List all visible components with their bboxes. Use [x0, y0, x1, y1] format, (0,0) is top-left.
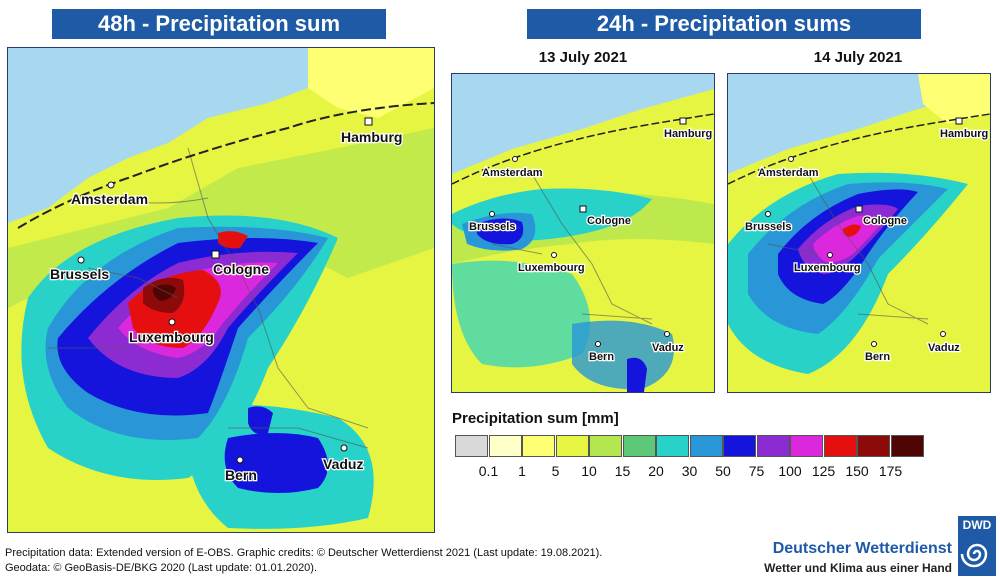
city-marker-amsterdam: Amsterdam [70, 181, 149, 208]
legend-swatch [622, 435, 656, 457]
city-label-luxembourg-13: Luxembourg [518, 262, 585, 274]
footer-credits: Precipitation data: Extended version of … [5, 547, 603, 559]
city-label-amsterdam-13: Amsterdam [482, 167, 543, 179]
city-label-bern: Bern [225, 467, 257, 483]
legend-swatch [857, 435, 890, 457]
legend-swatch [823, 435, 857, 457]
city-marker-luxembourg: Luxembourg [128, 318, 215, 346]
legend-tick-label: 150 [845, 463, 869, 479]
legend-tick-label: 5 [551, 463, 560, 479]
date-label-14-july: 14 July 2021 [813, 49, 903, 66]
city-label-vaduz: Vaduz [323, 456, 363, 472]
legend-swatch [790, 435, 823, 457]
city-label-hamburg-13: Hamburg [664, 128, 712, 140]
legend-swatch [522, 435, 555, 457]
footer-geodata: Geodata: © GeoBasis-DE/BKG 2020 (Last up… [5, 562, 318, 574]
legend-tick-label: 15 [614, 463, 631, 479]
dwd-slogan: Wetter und Klima aus einer Hand [764, 561, 952, 575]
right-panel-title: 24h - Precipitation sums [527, 9, 921, 39]
legend-swatch [723, 435, 756, 457]
legend-tick-label: 0.1 [478, 463, 499, 479]
city-marker-hamburg: Hamburg [340, 117, 404, 146]
city-label-vaduz-14: Vaduz [928, 342, 960, 354]
city-label-brussels-13: Brussels [469, 221, 515, 233]
legend-tick-label: 20 [648, 463, 664, 479]
city-label-hamburg: Hamburg [341, 129, 402, 145]
legend-swatch [656, 435, 689, 457]
dwd-logo: DWD [958, 516, 996, 576]
legend-tick-label: 30 [681, 463, 698, 479]
legend-swatch [555, 435, 589, 457]
city-label-bern-14: Bern [865, 351, 890, 363]
legend-tick-label: 50 [715, 463, 731, 479]
city-label-brussels-14: Brussels [745, 221, 791, 233]
date-label-13-july: 13 July 2021 [538, 49, 628, 66]
city-label-hamburg-14: Hamburg [940, 128, 988, 140]
legend-swatch [589, 435, 622, 457]
legend-tick-label: 125 [811, 463, 836, 479]
city-label-brussels: Brussels [50, 266, 109, 282]
legend-tick-label: 100 [778, 463, 802, 479]
city-label-amsterdam-14: Amsterdam [758, 167, 819, 179]
city-label-vaduz-13: Vaduz [652, 342, 684, 354]
map-14-july: Hamburg Amsterdam Brussels Cologne Luxem… [727, 73, 991, 393]
city-label-luxembourg-14: Luxembourg [794, 262, 861, 274]
city-label-bern-13: Bern [589, 351, 614, 363]
legend-tick-label: 75 [748, 463, 765, 479]
map-13-july: Hamburg Amsterdam Brussels Cologne Luxem… [451, 73, 715, 393]
city-label-cologne-13: Cologne [587, 215, 631, 227]
city-label-cologne: Cologne [213, 261, 269, 277]
legend-swatch [488, 435, 522, 457]
legend-tick-label: 175 [878, 463, 903, 479]
city-marker-brussels: Brussels [49, 256, 111, 283]
dwd-logo-text: DWD [962, 518, 992, 532]
city-marker-cologne: Cologne [211, 250, 270, 278]
map-48h: Hamburg Amsterdam Brussels Cologne Luxem… [7, 47, 435, 533]
dwd-name: Deutscher Wetterdienst [772, 540, 952, 557]
legend-swatch [455, 435, 488, 457]
city-marker-vaduz: Vaduz [322, 444, 365, 473]
legend-tick-label: 1 [518, 463, 526, 479]
city-marker-bern: Bern [224, 456, 258, 484]
legend-swatch [890, 435, 924, 457]
city-label-amsterdam: Amsterdam [71, 191, 148, 207]
city-label-cologne-14: Cologne [863, 215, 907, 227]
legend-swatch [756, 435, 790, 457]
legend-tick-label: 10 [581, 463, 597, 479]
legend-swatch [689, 435, 723, 457]
city-label-luxembourg: Luxembourg [129, 329, 214, 345]
swirl-icon [960, 543, 988, 568]
legend-title: Precipitation sum [mm] [452, 410, 619, 427]
left-panel-title: 48h - Precipitation sum [52, 9, 386, 39]
